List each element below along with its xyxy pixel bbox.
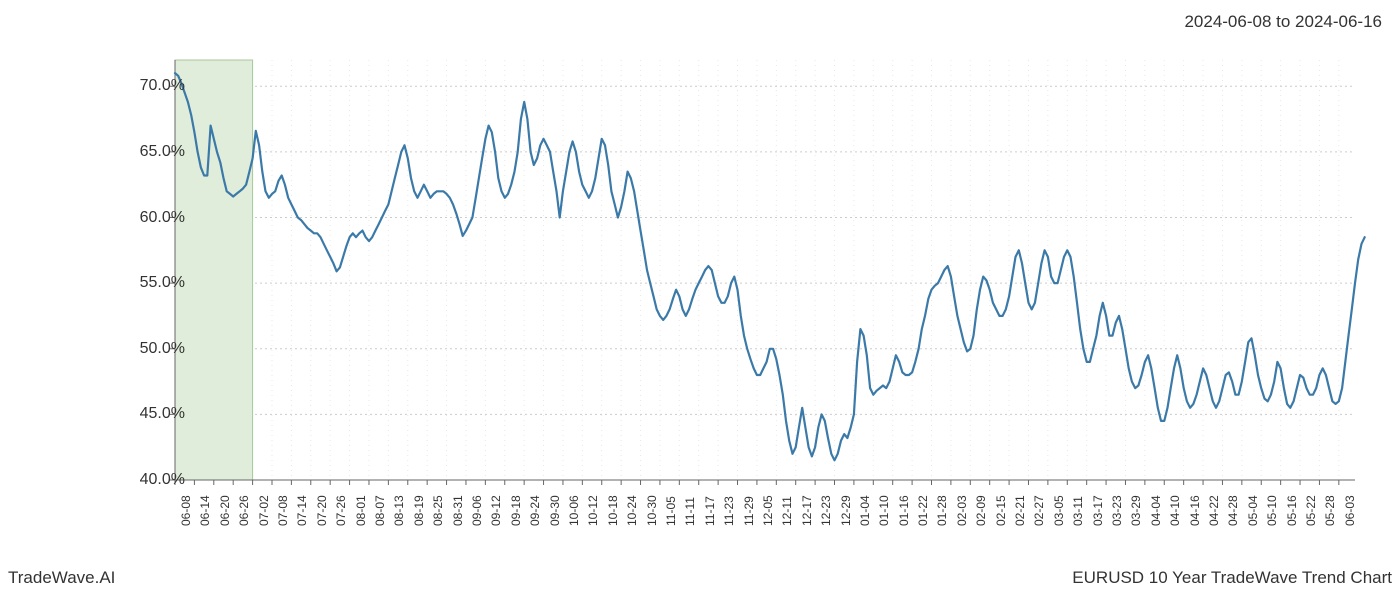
chart-container: 2024-06-08 to 2024-06-16 40.0%45.0%50.0%…: [0, 0, 1400, 600]
x-tick-label: 08-01: [354, 495, 368, 526]
x-tick-label: 08-07: [373, 495, 387, 526]
x-tick-label: 09-30: [548, 495, 562, 526]
x-tick-label: 03-05: [1052, 495, 1066, 526]
x-tick-label: 05-10: [1265, 495, 1279, 526]
x-tick-label: 04-22: [1207, 495, 1221, 526]
x-tick-label: 07-14: [295, 495, 309, 526]
x-tick-label: 08-25: [431, 495, 445, 526]
x-tick-label: 05-28: [1323, 495, 1337, 526]
x-tick-label: 10-06: [567, 495, 581, 526]
x-tick-label: 02-21: [1013, 495, 1027, 526]
y-tick-label: 45.0%: [140, 405, 185, 423]
x-tick-label: 01-04: [858, 495, 872, 526]
highlight-band: [175, 60, 253, 480]
x-tick-label: 12-29: [839, 495, 853, 526]
footer-left: TradeWave.AI: [8, 568, 115, 588]
series-line: [175, 73, 1365, 460]
x-tick-label: 09-24: [528, 495, 542, 526]
x-tick-label: 11-23: [722, 496, 736, 526]
x-tick-label: 11-11: [683, 497, 697, 526]
y-tick-label: 40.0%: [140, 471, 185, 489]
x-tick-label: 02-03: [955, 495, 969, 526]
x-tick-label: 10-30: [645, 495, 659, 526]
x-tick-label: 08-13: [392, 495, 406, 526]
x-tick-label: 09-12: [489, 495, 503, 526]
x-tick-label: 10-12: [586, 495, 600, 526]
y-tick-label: 70.0%: [140, 77, 185, 95]
x-tick-label: 08-31: [451, 495, 465, 526]
x-tick-label: 06-08: [179, 495, 193, 526]
x-tick-label: 11-17: [703, 496, 717, 526]
x-tick-label: 01-10: [877, 495, 891, 526]
footer-right: EURUSD 10 Year TradeWave Trend Chart: [1072, 568, 1392, 588]
x-tick-label: 04-28: [1226, 495, 1240, 526]
x-tick-label: 06-26: [237, 495, 251, 526]
x-tick-label: 07-26: [334, 495, 348, 526]
x-tick-label: 09-18: [509, 495, 523, 526]
x-tick-label: 06-03: [1343, 495, 1357, 526]
x-tick-label: 04-16: [1188, 495, 1202, 526]
x-tick-label: 02-15: [994, 495, 1008, 526]
x-tick-label: 01-16: [897, 495, 911, 526]
x-tick-label: 05-04: [1246, 495, 1260, 526]
x-tick-label: 05-22: [1304, 495, 1318, 526]
y-tick-label: 65.0%: [140, 143, 185, 161]
x-tick-label: 12-17: [800, 495, 814, 526]
x-tick-label: 03-17: [1091, 495, 1105, 526]
x-tick-label: 06-14: [198, 495, 212, 526]
y-tick-label: 50.0%: [140, 340, 185, 358]
x-tick-label: 04-04: [1149, 495, 1163, 526]
x-tick-label: 01-28: [935, 495, 949, 526]
x-tick-label: 07-02: [257, 495, 271, 526]
y-tick-label: 60.0%: [140, 209, 185, 227]
x-tick-label: 11-05: [664, 496, 678, 526]
x-tick-label: 07-08: [276, 495, 290, 526]
x-tick-label: 08-19: [412, 495, 426, 526]
x-tick-label: 10-24: [625, 495, 639, 526]
x-tick-label: 01-22: [916, 495, 930, 526]
x-tick-label: 03-29: [1129, 495, 1143, 526]
x-tick-label: 03-23: [1110, 495, 1124, 526]
x-tick-label: 09-06: [470, 495, 484, 526]
x-tick-label: 11-29: [742, 496, 756, 526]
x-tick-label: 02-27: [1032, 495, 1046, 526]
x-tick-label: 12-05: [761, 495, 775, 526]
x-tick-label: 07-20: [315, 495, 329, 526]
x-tick-label: 05-16: [1285, 495, 1299, 526]
x-tick-label: 03-11: [1071, 496, 1085, 526]
x-tick-label: 02-09: [974, 495, 988, 526]
x-tick-label: 12-23: [819, 495, 833, 526]
y-tick-label: 55.0%: [140, 274, 185, 292]
x-tick-label: 06-20: [218, 495, 232, 526]
x-tick-label: 12-11: [780, 496, 794, 526]
x-tick-label: 10-18: [606, 495, 620, 526]
x-tick-label: 04-10: [1168, 495, 1182, 526]
